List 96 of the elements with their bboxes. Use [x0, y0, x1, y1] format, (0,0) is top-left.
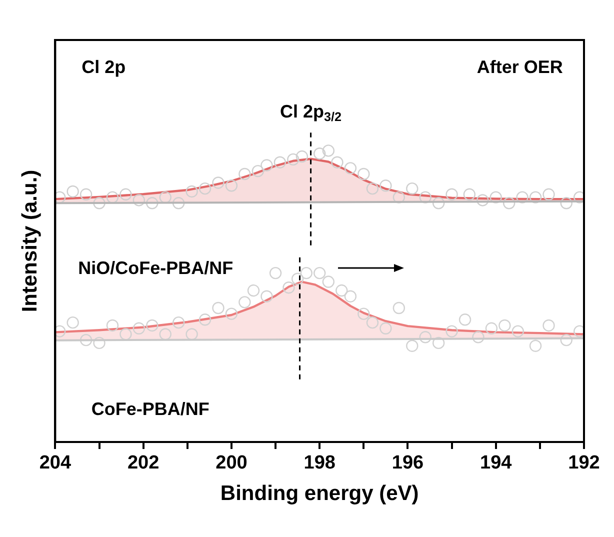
point [344, 162, 357, 174]
annotation: NiO/CoFe-PBA/NF [78, 258, 234, 278]
point [512, 325, 524, 338]
point [120, 328, 132, 340]
x-axis-title: Binding energy (eV) [220, 482, 419, 506]
point [529, 191, 542, 204]
point [238, 296, 251, 308]
point [419, 331, 432, 344]
point [252, 164, 264, 178]
point [198, 314, 212, 326]
point [472, 331, 484, 344]
point [458, 314, 472, 326]
point [66, 185, 79, 198]
point [366, 316, 379, 329]
point [212, 302, 224, 314]
point [392, 191, 406, 204]
point [55, 191, 66, 204]
point [120, 188, 132, 200]
point [282, 282, 295, 294]
point [542, 319, 555, 332]
x-tick-label: 196 [392, 452, 424, 474]
text: Cl 2p [82, 57, 126, 78]
point [529, 340, 542, 352]
point [66, 316, 79, 329]
point [186, 185, 198, 198]
x-tick-label: 198 [304, 452, 336, 474]
point [406, 182, 418, 195]
point [542, 188, 555, 200]
point [247, 284, 260, 297]
point [106, 319, 119, 332]
point [55, 325, 66, 338]
point [406, 340, 418, 352]
point [300, 266, 312, 280]
point [419, 191, 432, 204]
point [463, 188, 476, 200]
point [172, 316, 185, 329]
point [212, 176, 224, 189]
point [573, 191, 584, 204]
point [80, 188, 92, 200]
point [322, 276, 335, 288]
point [560, 197, 572, 210]
point [225, 180, 238, 192]
x-tick-label: 202 [127, 452, 160, 474]
point [322, 144, 335, 157]
point [159, 191, 172, 204]
text: After OER [476, 57, 563, 78]
point [314, 148, 326, 160]
point [336, 284, 348, 297]
point [560, 334, 572, 346]
point [498, 319, 511, 332]
point [490, 191, 502, 204]
x-tick-label: 194 [480, 452, 512, 474]
point [93, 197, 106, 210]
point [106, 191, 119, 204]
point [380, 180, 392, 192]
point [432, 336, 445, 350]
x-tick-label: 204 [39, 452, 72, 474]
point [159, 328, 172, 340]
point [269, 266, 282, 280]
point [80, 334, 92, 346]
annotation: CoFe-PBA/NF [91, 398, 210, 419]
point [260, 159, 273, 172]
point [225, 308, 238, 320]
point [516, 191, 528, 204]
point [132, 194, 146, 206]
point [476, 194, 489, 206]
point [331, 156, 344, 168]
point [446, 188, 458, 200]
point [432, 197, 445, 210]
x-tick-label: 200 [216, 452, 248, 474]
point [186, 328, 198, 340]
point [238, 168, 251, 180]
point [260, 290, 273, 302]
point [392, 302, 406, 314]
point [485, 322, 498, 334]
point [146, 319, 158, 332]
point [573, 325, 584, 338]
point [380, 322, 392, 334]
x-tick-label: 192 [568, 452, 600, 474]
point [291, 272, 304, 285]
point [132, 322, 146, 334]
point [274, 156, 286, 168]
point [358, 308, 370, 320]
point [344, 290, 357, 302]
point [366, 182, 379, 195]
point [146, 197, 158, 210]
point [446, 325, 458, 338]
point [314, 266, 326, 280]
point [198, 182, 212, 195]
point [358, 168, 370, 180]
y-axis-title: Intensity (a.u.) [18, 170, 42, 312]
point [502, 197, 516, 210]
point [93, 336, 106, 350]
point [172, 197, 185, 210]
point [296, 150, 308, 163]
point [287, 153, 300, 166]
